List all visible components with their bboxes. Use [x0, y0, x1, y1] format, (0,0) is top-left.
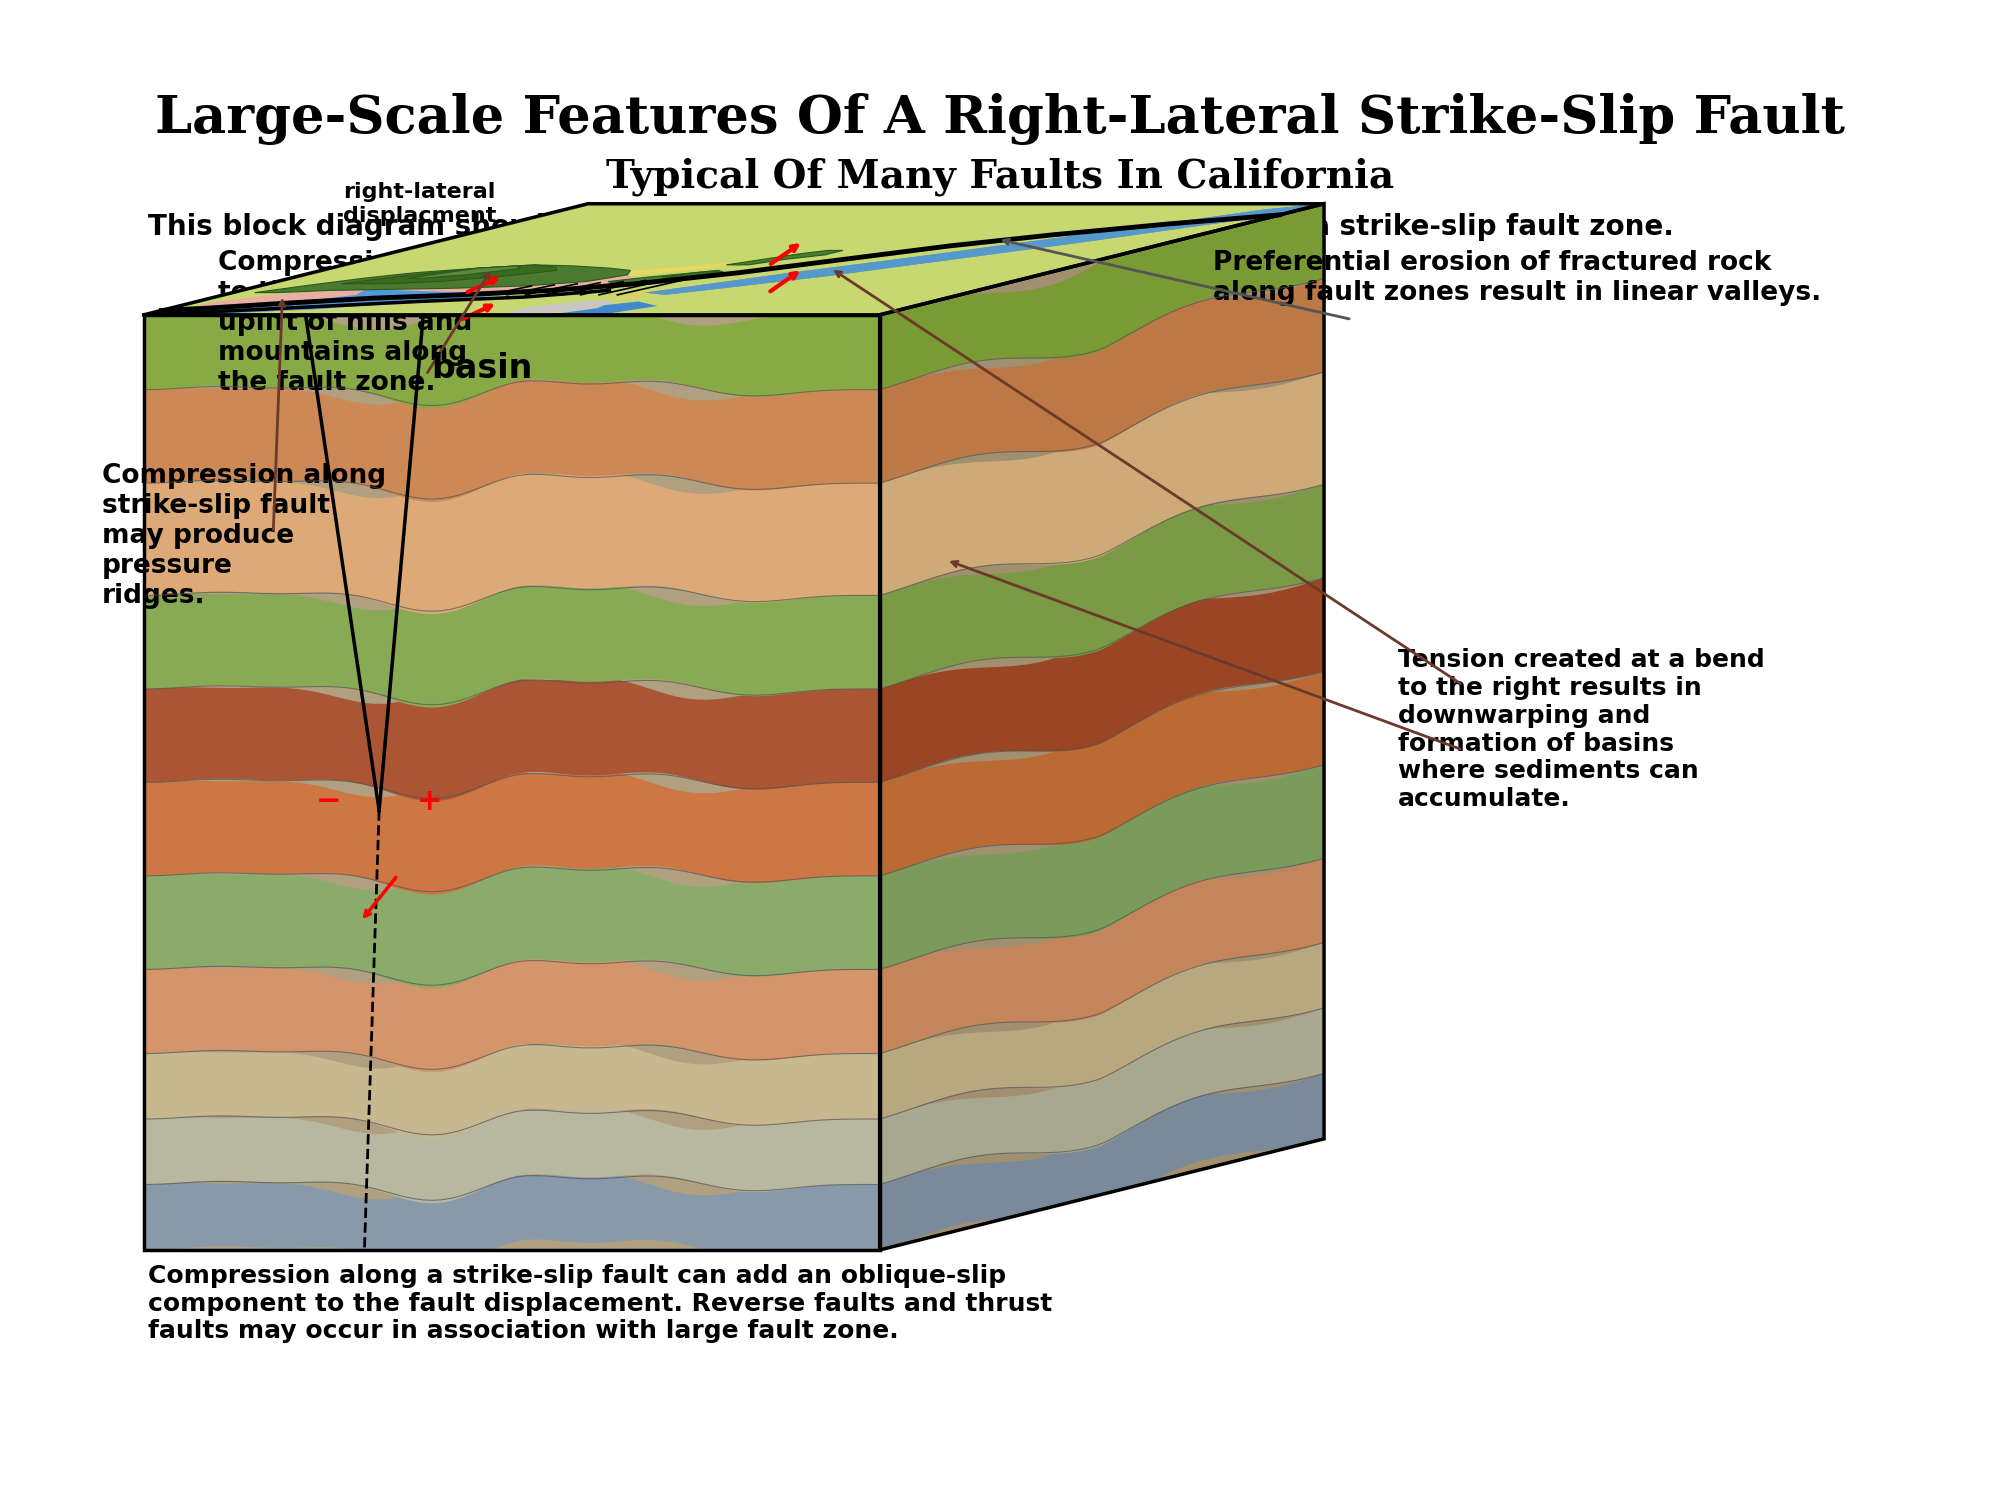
Polygon shape [144, 315, 880, 408]
Polygon shape [880, 578, 1324, 783]
Text: Compression along a strike-slip fault can add an oblique-slip
component to the f: Compression along a strike-slip fault ca… [148, 1264, 1052, 1344]
Polygon shape [880, 765, 1324, 969]
Text: right-lateral
displacment: right-lateral displacment [344, 183, 496, 225]
Polygon shape [880, 672, 1324, 876]
Polygon shape [144, 1173, 880, 1250]
Polygon shape [880, 858, 1324, 1053]
Polygon shape [726, 251, 842, 266]
Polygon shape [188, 288, 368, 309]
Text: Tension created at a bend
to the right results in
downwarping and
formation of b: Tension created at a bend to the right r… [1398, 648, 1764, 812]
Text: +: + [418, 786, 442, 816]
Polygon shape [144, 378, 880, 502]
Polygon shape [880, 279, 1324, 483]
Polygon shape [600, 204, 1324, 298]
Polygon shape [880, 1074, 1324, 1250]
Polygon shape [254, 266, 630, 292]
Text: Large-Scale Features Of A Right-Lateral Strike-Slip Fault: Large-Scale Features Of A Right-Lateral … [154, 93, 1844, 144]
Polygon shape [144, 864, 880, 988]
Polygon shape [196, 270, 604, 315]
Text: Preferential erosion of fractured rock
along fault zones result in linear valley: Preferential erosion of fractured rock a… [1212, 251, 1822, 306]
Text: Compression along
strike-slip fault
may produce
pressure
ridges.: Compression along strike-slip fault may … [102, 464, 386, 609]
Polygon shape [662, 270, 718, 278]
Polygon shape [144, 471, 880, 614]
Polygon shape [328, 273, 640, 292]
Polygon shape [880, 372, 1324, 596]
Polygon shape [548, 302, 658, 315]
Polygon shape [144, 1107, 880, 1203]
Polygon shape [408, 266, 522, 278]
Polygon shape [144, 204, 1324, 315]
Polygon shape [184, 272, 588, 315]
Polygon shape [880, 484, 1324, 688]
Polygon shape [496, 300, 618, 315]
Polygon shape [196, 270, 604, 315]
Polygon shape [144, 1041, 880, 1137]
Polygon shape [608, 270, 724, 284]
Polygon shape [144, 676, 880, 801]
Text: basin: basin [430, 352, 532, 386]
Polygon shape [144, 771, 880, 894]
Text: Typical Of Many Faults In California: Typical Of Many Faults In California [606, 158, 1394, 196]
Polygon shape [880, 942, 1324, 1119]
Polygon shape [144, 256, 802, 315]
Polygon shape [144, 315, 880, 1250]
Polygon shape [880, 204, 1324, 1250]
Text: This block diagram showing landscape features formed from bends along a strike-s: This block diagram showing landscape fea… [148, 213, 1674, 242]
Text: Compression at a bend
to the left results in
uplift of hills and
mountains along: Compression at a bend to the left result… [218, 251, 560, 396]
Polygon shape [880, 204, 1324, 390]
Polygon shape [880, 1008, 1324, 1185]
Text: −: − [316, 786, 340, 816]
Polygon shape [644, 204, 1324, 296]
Polygon shape [144, 957, 880, 1072]
Polygon shape [144, 584, 880, 708]
Polygon shape [644, 204, 1324, 296]
Polygon shape [342, 266, 556, 284]
